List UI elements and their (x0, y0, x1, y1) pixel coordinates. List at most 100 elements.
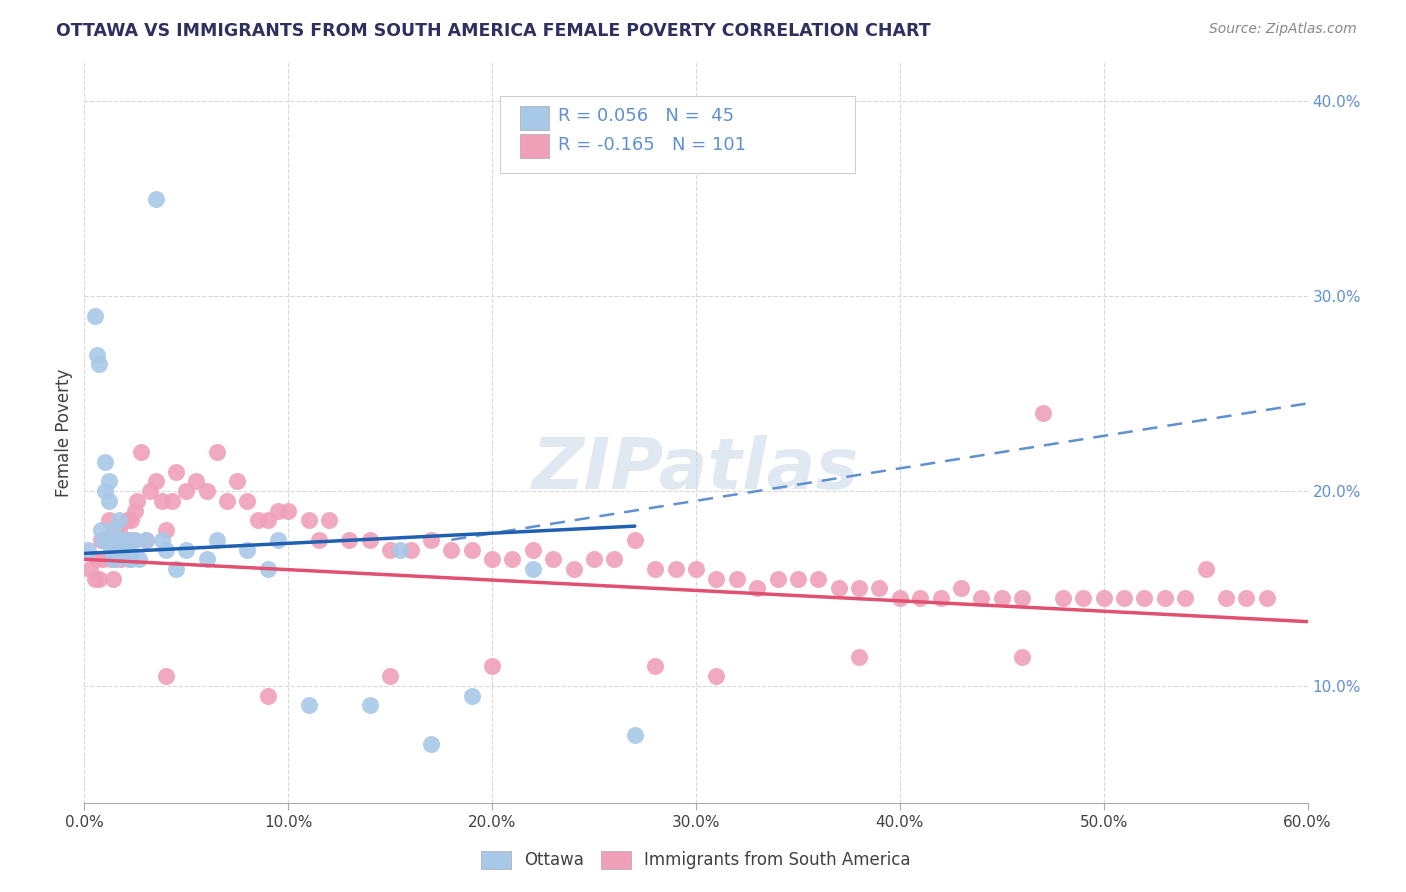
Text: OTTAWA VS IMMIGRANTS FROM SOUTH AMERICA FEMALE POVERTY CORRELATION CHART: OTTAWA VS IMMIGRANTS FROM SOUTH AMERICA … (56, 22, 931, 40)
Point (236, 493, 259, 508)
Point (359, 698, 381, 713)
Point (828, 582, 851, 596)
Y-axis label: Female Poverty: Female Poverty (55, 368, 73, 497)
Point (114, 533, 136, 547)
FancyBboxPatch shape (501, 95, 855, 173)
Point (186, 475, 208, 489)
Point (1032, 406, 1054, 420)
Point (380, 669, 402, 683)
Point (318, 513, 340, 527)
Point (101, 572, 124, 586)
Point (277, 503, 299, 517)
Point (1256, 591, 1278, 606)
Point (150, 493, 173, 508)
Point (308, 533, 330, 547)
Point (226, 475, 249, 489)
Point (124, 503, 146, 517)
Point (910, 591, 932, 606)
Point (104, 552, 127, 566)
Point (685, 562, 707, 576)
Point (440, 542, 463, 557)
Point (91, 533, 114, 547)
Point (1236, 591, 1258, 606)
Point (110, 533, 132, 547)
Point (100, 542, 122, 557)
Point (991, 591, 1014, 606)
Point (87, 358, 110, 372)
Point (112, 533, 135, 547)
Point (108, 513, 131, 527)
Point (87, 572, 110, 586)
Point (725, 572, 748, 586)
Point (101, 533, 124, 547)
Point (236, 542, 259, 557)
Text: R = 0.056   N =  45: R = 0.056 N = 45 (558, 108, 734, 126)
Point (522, 562, 544, 576)
Point (1052, 591, 1074, 606)
Point (257, 513, 280, 527)
Point (83, 309, 105, 323)
Point (155, 669, 177, 683)
Point (543, 552, 565, 566)
Point (603, 552, 626, 566)
Point (624, 728, 647, 742)
Point (1114, 591, 1136, 606)
Point (150, 533, 173, 547)
Point (399, 542, 422, 557)
Point (118, 552, 141, 566)
Point (104, 552, 127, 566)
Point (83, 572, 105, 586)
Point (420, 533, 443, 547)
Point (706, 572, 728, 586)
Point (267, 533, 290, 547)
Point (110, 552, 132, 566)
Point (970, 591, 993, 606)
Point (135, 533, 157, 547)
Point (135, 533, 157, 547)
Point (104, 542, 127, 557)
Point (127, 493, 149, 508)
Point (848, 649, 870, 664)
Point (105, 533, 128, 547)
Point (1174, 591, 1197, 606)
Point (155, 523, 177, 537)
Point (160, 493, 183, 508)
Point (583, 552, 606, 566)
Point (706, 669, 728, 683)
Point (562, 562, 585, 576)
Point (624, 533, 647, 547)
Point (122, 533, 145, 547)
Point (1133, 591, 1156, 606)
Point (389, 542, 412, 557)
Point (665, 562, 688, 576)
Point (257, 562, 280, 576)
Point (97, 493, 120, 508)
Point (869, 582, 891, 596)
Point (644, 659, 666, 673)
Point (889, 591, 911, 606)
Point (105, 533, 128, 547)
Point (120, 513, 142, 527)
Point (93, 455, 115, 469)
Point (124, 533, 146, 547)
Point (93, 484, 115, 499)
Point (165, 465, 187, 479)
Point (128, 552, 150, 566)
Point (1073, 591, 1095, 606)
Point (195, 552, 218, 566)
Point (118, 533, 141, 547)
Point (114, 542, 136, 557)
Point (104, 523, 127, 537)
Point (120, 552, 142, 566)
Point (1092, 591, 1115, 606)
Point (461, 542, 484, 557)
Text: ZIPatlas: ZIPatlas (533, 435, 859, 504)
Point (420, 737, 443, 751)
Point (766, 572, 789, 586)
Point (90, 533, 112, 547)
Point (97, 475, 120, 489)
Point (461, 689, 484, 703)
Point (100, 552, 122, 566)
Point (101, 552, 124, 566)
Point (644, 562, 666, 576)
